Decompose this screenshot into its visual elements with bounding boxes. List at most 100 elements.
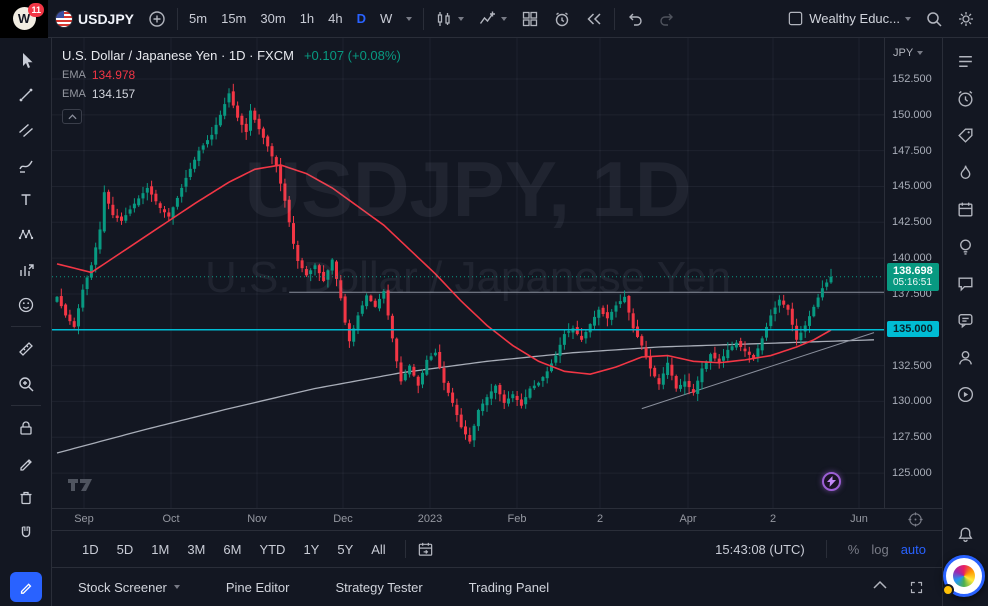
workspace: USDJPY, 1D U.S. Dollar / Japanese Yen U.… <box>0 38 988 606</box>
tab-label: Strategy Tester <box>335 579 423 595</box>
clock-utc[interactable]: 15:43:08 (UTC) <box>715 541 805 557</box>
fullscreen-icon <box>910 581 923 593</box>
price-tick: 132.500 <box>892 359 932 372</box>
streams-button[interactable] <box>956 384 975 404</box>
watchlist-button[interactable] <box>956 51 975 71</box>
candlestick-chart <box>52 38 884 508</box>
people-button[interactable] <box>956 347 975 367</box>
zoom-tool[interactable] <box>8 366 44 401</box>
scales-settings-button[interactable] <box>907 511 924 528</box>
magnet-tool[interactable] <box>8 515 44 550</box>
compass-icon <box>908 512 923 527</box>
trend-line-tool[interactable] <box>8 77 44 112</box>
chart-type-button[interactable] <box>428 5 471 33</box>
notifications-button[interactable] <box>956 524 975 544</box>
bottom-panel-tabs: Stock Screener Pine Editor Strategy Test… <box>52 567 942 606</box>
news-button[interactable] <box>956 125 975 145</box>
time-tick: Apr <box>679 513 697 525</box>
hotlists-button[interactable] <box>956 162 975 182</box>
interval-1d[interactable]: D <box>356 11 367 26</box>
tab-trading-panel[interactable]: Trading Panel <box>469 580 549 595</box>
range-3m[interactable]: 3M <box>187 541 206 557</box>
indicator-row-ema2[interactable]: EMA 134.157 <box>62 84 401 103</box>
time-tick: 2023 <box>417 513 443 525</box>
forecast-icon <box>19 263 34 276</box>
interval-5m[interactable]: 5m <box>189 11 208 26</box>
lock-tool[interactable] <box>8 410 44 445</box>
range-6m[interactable]: 6M <box>223 541 242 557</box>
intervals-dropdown-button[interactable] <box>399 5 419 33</box>
tab-strategy-tester[interactable]: Strategy Tester <box>335 580 422 595</box>
interval-4h[interactable]: 4h <box>328 11 343 26</box>
symbol-label: USDJPY <box>78 10 135 27</box>
panel-fullscreen-button[interactable] <box>909 580 924 595</box>
auto-scale-button[interactable]: auto <box>900 541 926 557</box>
ideas-button[interactable] <box>956 236 975 256</box>
interval-1h[interactable]: 1h <box>299 11 315 26</box>
log-scale-button[interactable]: log <box>871 541 889 557</box>
range-ytd[interactable]: YTD <box>259 541 286 557</box>
legend-symbol-title[interactable]: U.S. Dollar / Japanese Yen · 1D · FXCM <box>62 48 294 63</box>
community-fab[interactable] <box>942 555 985 597</box>
search-button[interactable] <box>918 5 950 33</box>
interval-15m[interactable]: 15m <box>221 11 247 26</box>
layout-select-button[interactable]: Wealthy Educ... <box>780 5 918 33</box>
range-1m[interactable]: 1M <box>151 541 170 557</box>
delete-tool[interactable] <box>8 480 44 515</box>
trend-line-icon <box>19 88 32 101</box>
time-tick: Nov <box>247 513 267 525</box>
cursor-tool[interactable] <box>8 42 44 77</box>
pattern-tool[interactable] <box>8 217 44 252</box>
redo-button[interactable] <box>651 5 683 33</box>
range-1d[interactable]: 1D <box>82 541 99 557</box>
create-alert-button[interactable] <box>546 5 578 33</box>
person-icon <box>959 350 972 365</box>
range-1y[interactable]: 1Y <box>303 541 320 557</box>
idea-marker[interactable] <box>822 472 841 491</box>
legend-collapse-button[interactable] <box>62 109 82 124</box>
range-5y[interactable]: 5Y <box>337 541 354 557</box>
time-axis[interactable]: Sep Oct Nov Dec 2023 Feb 2 Apr 2 Jun <box>52 508 942 530</box>
pencil-tool[interactable] <box>8 445 44 480</box>
range-all[interactable]: All <box>371 541 386 557</box>
range-5d[interactable]: 5D <box>116 541 134 557</box>
drawings-panel-toggle[interactable] <box>9 572 42 602</box>
tab-stock-screener[interactable]: Stock Screener <box>78 580 180 595</box>
interval-1w[interactable]: W <box>380 11 393 26</box>
chevron-down-icon <box>905 16 911 21</box>
interval-30m[interactable]: 30m <box>260 11 286 26</box>
undo-button[interactable] <box>619 5 651 33</box>
bar-replay-button[interactable] <box>578 5 610 33</box>
comments-button[interactable] <box>956 310 975 330</box>
us-flag-icon <box>55 9 73 28</box>
price-axis[interactable]: JPY 138.698 05:16:51 135.000 152.500 150.… <box>884 38 942 508</box>
price-level-label[interactable]: 135.000 <box>887 320 939 337</box>
forecast-tool[interactable] <box>8 252 44 287</box>
go-to-date-button[interactable] <box>417 541 434 558</box>
channels-tool[interactable] <box>8 112 44 147</box>
compare-add-button[interactable] <box>141 5 173 33</box>
calendar-button[interactable] <box>956 199 975 219</box>
indicator-row-ema1[interactable]: EMA 134.978 <box>62 65 401 84</box>
tab-pine-editor[interactable]: Pine Editor <box>226 580 290 595</box>
settings-button[interactable] <box>950 5 982 33</box>
layout-grid-button[interactable] <box>514 5 546 33</box>
search-icon <box>927 11 942 27</box>
percent-scale-button[interactable]: % <box>847 541 860 557</box>
price-axis-currency[interactable]: JPY <box>893 47 924 59</box>
community-logo-icon <box>953 565 975 587</box>
brush-tool[interactable] <box>8 147 44 182</box>
text-tool[interactable] <box>8 182 44 217</box>
app-menu-button[interactable]: W 11 <box>0 0 48 38</box>
measure-tool[interactable] <box>8 331 44 366</box>
tab-label: Stock Screener <box>78 579 167 595</box>
text-icon <box>21 193 30 205</box>
last-price-label: 138.698 05:16:51 <box>887 262 939 291</box>
chart-plot[interactable]: USDJPY, 1D U.S. Dollar / Japanese Yen U.… <box>52 38 884 508</box>
alerts-button[interactable] <box>956 88 975 108</box>
indicators-button[interactable] <box>471 5 514 33</box>
panel-expand-button[interactable] <box>873 580 887 595</box>
emoji-tool[interactable] <box>8 287 44 322</box>
symbol-button[interactable]: USDJPY <box>48 5 141 33</box>
minds-button[interactable] <box>956 273 975 293</box>
